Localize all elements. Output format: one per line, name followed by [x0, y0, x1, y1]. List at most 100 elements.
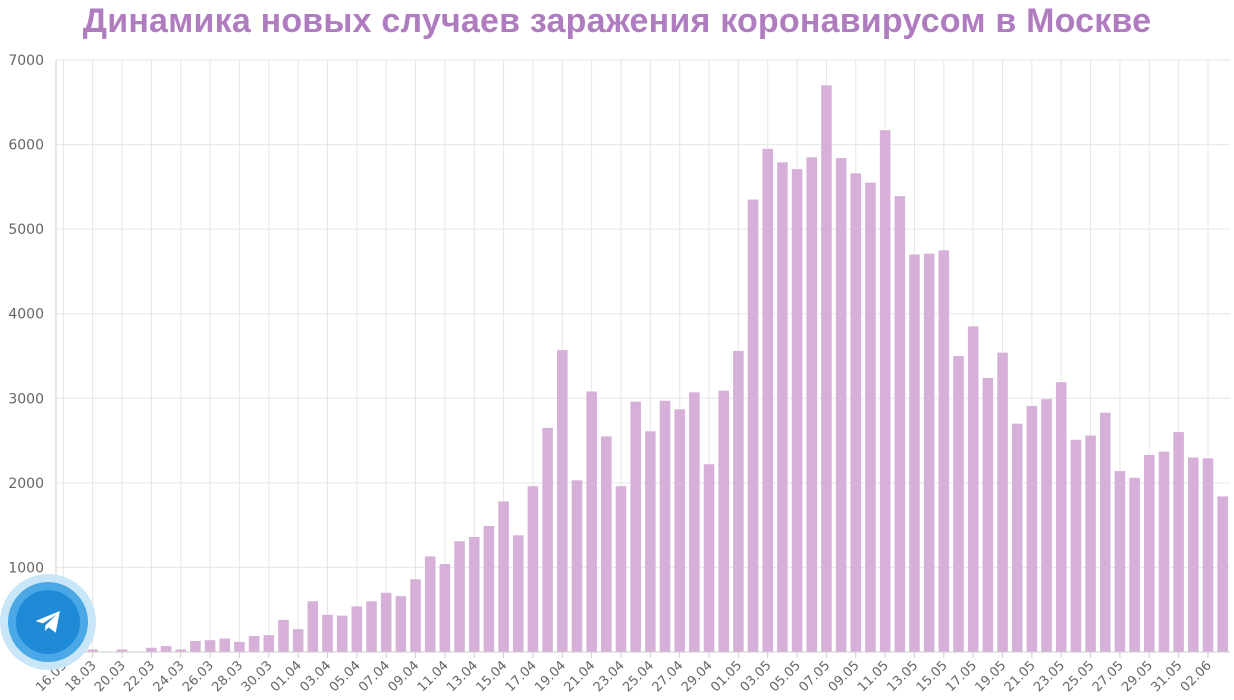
x-tick-label: 13.05 — [884, 658, 921, 695]
bar-20.03 — [116, 649, 128, 652]
x-tick-label: 03.05 — [738, 658, 775, 695]
bar-26.04 — [659, 400, 671, 652]
bar-09.04 — [410, 579, 421, 652]
bar-12.04 — [454, 541, 465, 652]
bar-28.04 — [689, 392, 700, 652]
x-tick-label: 07.04 — [356, 658, 393, 695]
x-tick-label: 20.03 — [92, 658, 129, 695]
bar-24.05 — [1070, 439, 1082, 652]
bar-29.04 — [703, 464, 715, 652]
bar-23.04 — [615, 486, 627, 652]
bar-03.06 — [1217, 496, 1228, 652]
bar-19.05 — [997, 352, 1008, 652]
bar-02.05 — [747, 199, 759, 653]
grid — [56, 59, 1230, 653]
y-tick-label: 2000 — [8, 476, 44, 492]
telegram-button-core[interactable] — [16, 590, 80, 654]
x-tick-label: 19.05 — [972, 658, 1009, 695]
bar-08.05 — [835, 158, 847, 652]
bar-30.04 — [718, 390, 729, 652]
bar-13.05 — [909, 254, 920, 652]
x-tick-label: 15.05 — [914, 658, 951, 695]
bar-22.03 — [146, 647, 157, 652]
bar-29.05 — [1144, 454, 1155, 652]
bar-20.04 — [571, 480, 583, 652]
bar-05.05 — [791, 169, 803, 652]
bar-18.05 — [982, 377, 994, 652]
y-tick-label: 7000 — [8, 53, 44, 69]
x-tick-label: 21.04 — [562, 658, 599, 695]
y-tick-label: 3000 — [8, 391, 44, 407]
bar-21.04 — [586, 391, 597, 652]
bar-20.05 — [1011, 423, 1023, 652]
bar-28.03 — [234, 641, 245, 652]
bar-15.04 — [498, 501, 509, 652]
x-tick-label: 01.04 — [268, 658, 305, 695]
bar-06.04 — [366, 601, 377, 652]
bar-01.05 — [733, 350, 744, 652]
x-tick-label: 02.06 — [1178, 658, 1215, 695]
bar-23.05 — [1055, 382, 1067, 652]
x-axis-ticks: 16.0318.0320.0322.0324.0326.0328.0330.03… — [33, 658, 1215, 695]
bar-16.05 — [953, 356, 964, 652]
y-tick-label: 5000 — [8, 222, 44, 238]
x-tick-label: 21.05 — [1002, 658, 1039, 695]
bar-29.03 — [248, 635, 260, 652]
bar-07.05 — [821, 85, 832, 653]
bars — [58, 85, 1228, 653]
x-tick-label: 28.03 — [209, 658, 246, 695]
x-tick-label: 22.03 — [121, 658, 158, 695]
x-tick-label: 24.03 — [151, 658, 188, 695]
telegram-paper-plane-icon — [35, 611, 60, 633]
bar-22.04 — [601, 436, 612, 652]
bar-21.05 — [1026, 405, 1038, 652]
bar-27.04 — [674, 409, 685, 652]
bar-14.05 — [923, 253, 935, 653]
bar-24.04 — [630, 401, 641, 652]
bar-04.04 — [336, 615, 348, 652]
x-tick-label: 03.04 — [297, 658, 334, 695]
bar-17.04 — [527, 486, 539, 652]
bar-01.04 — [292, 629, 304, 652]
chart-title: Динамика новых случаев заражения коронав… — [82, 2, 1152, 40]
x-tick-label: 07.05 — [796, 658, 833, 695]
bar-02.06 — [1202, 458, 1214, 652]
y-tick-label: 6000 — [8, 138, 44, 154]
axes — [55, 60, 1230, 658]
x-tick-label: 15.04 — [473, 658, 510, 695]
bar-06.05 — [806, 157, 818, 652]
x-tick-label: 25.05 — [1060, 658, 1097, 695]
bar-11.05 — [879, 130, 891, 652]
x-tick-label: 01.05 — [708, 658, 745, 695]
x-tick-label: 19.04 — [532, 658, 569, 695]
x-tick-label: 29.04 — [679, 658, 716, 695]
bar-09.05 — [850, 173, 862, 652]
telegram-share-button[interactable] — [0, 574, 96, 670]
bar-22.05 — [1041, 399, 1052, 652]
bar-17.05 — [967, 326, 979, 652]
x-tick-label: 29.05 — [1119, 658, 1156, 695]
x-tick-label: 31.05 — [1149, 658, 1186, 695]
bar-18.03 — [87, 649, 98, 652]
bar-03.05 — [762, 148, 774, 653]
bar-28.05 — [1129, 477, 1140, 652]
bar-14.04 — [483, 525, 495, 652]
bar-24.03 — [175, 649, 187, 652]
bar-25.03 — [190, 641, 201, 652]
bar-01.06 — [1188, 457, 1199, 652]
x-tick-label: 17.05 — [943, 658, 980, 695]
bar-11.04 — [439, 564, 451, 652]
x-tick-label: 23.04 — [591, 658, 628, 695]
x-tick-label: 09.04 — [385, 658, 422, 695]
bar-31.05 — [1173, 432, 1184, 652]
bar-31.03 — [278, 619, 289, 652]
y-axis-ticks: 01000200030004000500060007000 — [8, 53, 44, 661]
bar-07.04 — [380, 592, 392, 652]
bar-03.04 — [322, 614, 333, 652]
x-tick-label: 30.03 — [239, 658, 276, 695]
x-tick-label: 23.05 — [1031, 658, 1068, 695]
bar-25.05 — [1085, 435, 1096, 652]
bar-23.03 — [160, 646, 172, 652]
bar-10.05 — [865, 182, 876, 652]
